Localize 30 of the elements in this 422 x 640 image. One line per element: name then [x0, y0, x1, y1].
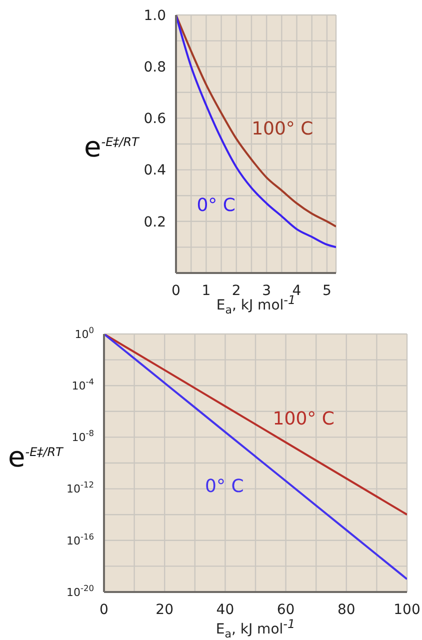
x-tick-label: 1 [202, 283, 211, 299]
y-tick-label: 10$^{0}$ [74, 324, 94, 341]
y-tick-label: 1.0 [144, 8, 166, 24]
y-tick-label: 0.8 [144, 60, 166, 76]
series-label: 100° C [252, 118, 314, 140]
x-tick-label: 60 [276, 602, 295, 618]
x-tick-label: 3 [262, 283, 272, 299]
y-tick-label: 0.6 [144, 111, 166, 128]
x-axis-title: E$_{a}$, kJ mol$^{-1}$ [216, 617, 296, 640]
y-tick-label: 10$^{-20}$ [66, 582, 94, 599]
x-tick-label: 5 [322, 283, 332, 299]
x-tick-label: 0 [100, 602, 108, 618]
x-tick-label: 2 [232, 283, 241, 299]
y-tick-label: 10$^{-16}$ [66, 531, 94, 548]
x-tick-label: 80 [337, 602, 356, 618]
x-tick-label: 100 [394, 602, 420, 618]
y-tick-label: 10$^{-12}$ [66, 480, 94, 496]
y-axis-title: e$^{-E‡/RT}$ [84, 129, 139, 166]
y-tick-label: 10$^{-4}$ [72, 376, 94, 392]
x-tick-label: 0 [172, 283, 180, 299]
y-axis-title: e$^{-E‡/RT}$ [8, 439, 63, 476]
x-tick-label: 4 [292, 283, 302, 299]
series-label: 0° C [196, 194, 236, 216]
y-tick-label: 0.2 [144, 214, 166, 230]
x-tick-label: 40 [216, 602, 234, 618]
series-label: 100° C [272, 408, 334, 430]
x-tick-label: 20 [156, 602, 174, 618]
y-tick-label: 10$^{-8}$ [72, 428, 94, 444]
series-label: 0° C [205, 476, 244, 498]
y-tick-label: 0.4 [144, 162, 166, 179]
